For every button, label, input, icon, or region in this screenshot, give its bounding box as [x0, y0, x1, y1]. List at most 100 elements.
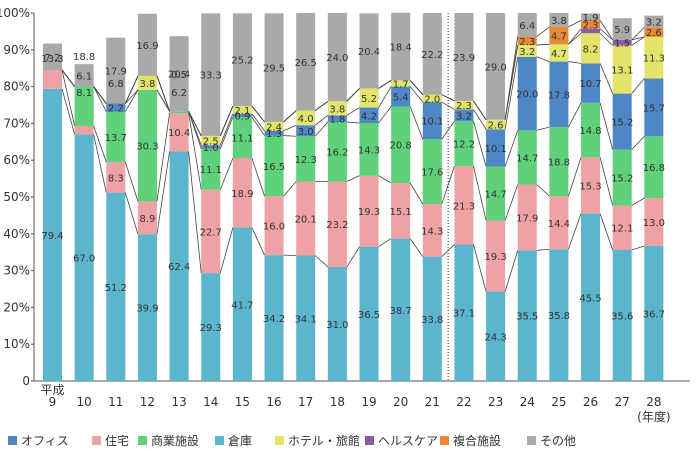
connector-line — [473, 244, 487, 292]
connector-line — [283, 110, 297, 123]
data-label: 30.3 — [136, 142, 158, 153]
connector-line — [61, 69, 75, 87]
data-label: 36.7 — [643, 309, 665, 320]
bar-segment — [391, 183, 411, 239]
x-tick-label: 18 — [330, 395, 345, 409]
data-label: 14.7 — [516, 153, 538, 164]
data-label: 11.1 — [231, 134, 253, 145]
bar-segment — [169, 36, 189, 112]
x-tick-label: 9 — [49, 395, 57, 409]
data-label: 10.1 — [484, 144, 506, 155]
connector-line — [504, 184, 519, 221]
data-label: 12.3 — [295, 155, 317, 166]
bar-segment — [359, 246, 379, 381]
data-label: 1.0 — [203, 143, 219, 154]
data-label: 1.8 — [329, 115, 345, 126]
connector-line — [504, 36, 519, 120]
bar-segment — [486, 166, 506, 221]
data-label: 6.2 — [171, 88, 187, 99]
bar-segment — [391, 80, 411, 87]
bar-segment — [264, 255, 284, 381]
data-label: 23.9 — [453, 53, 475, 64]
bar-segment — [581, 28, 601, 34]
bar-segment — [359, 123, 379, 176]
legend-swatch — [275, 436, 284, 445]
bar-segment — [454, 100, 474, 110]
bar-segment — [201, 13, 221, 136]
data-label: 37.1 — [453, 309, 475, 320]
bar-segment — [644, 245, 664, 381]
data-label: 33.8 — [421, 315, 443, 326]
data-label: 8.9 — [139, 214, 155, 225]
connector-line — [346, 246, 360, 268]
data-label: 19.3 — [484, 252, 506, 263]
y-tick-label: 90% — [3, 43, 30, 57]
data-label: 34.2 — [263, 314, 285, 325]
bar-segment — [43, 43, 62, 71]
data-label: 20.4 — [168, 70, 190, 81]
bar-segment — [106, 192, 126, 381]
data-label: 3.8 — [139, 79, 155, 90]
data-label: 12.1 — [611, 224, 633, 235]
bar-segment — [581, 13, 601, 21]
connector-line — [251, 157, 265, 197]
data-label: 2.1 — [234, 106, 250, 117]
data-label: 11.1 — [200, 165, 222, 176]
x-tick-label: 11 — [108, 395, 123, 409]
data-label: 14.4 — [548, 219, 570, 230]
bar-segment — [232, 113, 252, 118]
connector-line — [188, 113, 202, 190]
x-tick-label: 13 — [171, 395, 186, 409]
connector-line — [568, 102, 582, 128]
connector-line — [631, 36, 645, 46]
y-tick-label: 40% — [3, 227, 30, 241]
connector-line — [251, 116, 265, 136]
bar-segment — [137, 89, 157, 202]
data-label: 16.9 — [136, 41, 158, 52]
bar-segment — [612, 18, 632, 40]
bar-segment — [644, 136, 664, 199]
data-label: 67.0 — [73, 254, 95, 265]
connector-line — [314, 100, 329, 111]
connector-line — [631, 78, 645, 94]
x-axis-unit: (年度) — [637, 409, 670, 424]
connector-line — [346, 175, 360, 182]
data-label: 3.8 — [329, 104, 345, 115]
data-label: 6.4 — [519, 21, 535, 32]
legend-label: 住宅 — [105, 433, 129, 448]
data-label: 6.8 — [108, 79, 124, 90]
data-label: 35.8 — [548, 311, 570, 322]
bar-segment — [517, 13, 537, 37]
bar-segment — [581, 213, 601, 381]
connector-line — [314, 255, 329, 268]
connector-line — [188, 111, 202, 137]
legend-swatch — [440, 436, 449, 445]
connector-line — [631, 36, 645, 41]
x-tick-label: 20 — [393, 395, 408, 409]
data-label: 29.3 — [200, 323, 222, 334]
bar-segment — [644, 36, 664, 79]
bar-segment — [549, 249, 569, 381]
connector-line — [251, 227, 265, 256]
connector-line — [378, 238, 392, 248]
connector-line — [409, 238, 424, 257]
bar-segment — [549, 196, 569, 250]
bar-segment — [264, 135, 284, 197]
data-label: 4.2 — [361, 111, 377, 122]
connector-line — [441, 101, 455, 110]
connector-line — [568, 61, 582, 64]
data-label: 38.7 — [390, 306, 412, 317]
bar-segment — [359, 13, 379, 89]
data-label: 41.7 — [231, 300, 253, 311]
connector-line — [124, 89, 139, 112]
bar-segment — [296, 181, 316, 256]
legend-swatch — [138, 436, 147, 445]
connector-line — [124, 192, 139, 235]
bar-segment — [43, 70, 62, 89]
bar-segment — [74, 125, 94, 135]
data-label: 2.4 — [266, 122, 282, 133]
connector-line — [409, 182, 424, 205]
data-label: 8.3 — [108, 173, 124, 184]
bar-segment — [296, 136, 316, 182]
data-label: 10.7 — [579, 79, 601, 90]
